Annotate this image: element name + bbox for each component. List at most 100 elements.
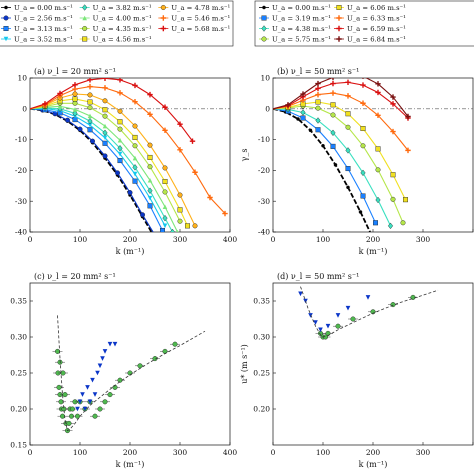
legend-label: U_a = 5.68 m.s⁻¹ <box>171 25 230 33</box>
data-point <box>77 126 83 132</box>
panel-title: (a) ν_l = 20 mm² s⁻¹ <box>34 67 116 76</box>
data-point <box>315 80 321 87</box>
data-point <box>72 91 78 97</box>
x-axis-label: k (m⁻¹) <box>359 247 388 256</box>
data-point <box>77 399 83 405</box>
data-point <box>360 126 366 132</box>
legend-entry: U_a = 3.13 m.s⁻¹ <box>1 25 73 33</box>
series-10 <box>30 78 196 144</box>
legend-label: U_a = 3.52 m.s⁻¹ <box>14 36 73 44</box>
legend-label: U_a = 2.56 m.s⁻¹ <box>14 15 73 23</box>
data-point <box>375 81 381 87</box>
data-point <box>330 102 336 108</box>
legend-entry: U_a = 6.06 m.s⁻¹ <box>334 4 406 12</box>
legend-entry: U_a = 0.00 m.s⁻¹ <box>259 4 331 12</box>
series-line <box>30 93 196 227</box>
legend-frame <box>0 0 234 47</box>
y-tick-label: -20 <box>258 166 270 175</box>
legend-marker <box>82 26 88 32</box>
data-point <box>87 113 93 119</box>
y-tick-label: -20 <box>15 166 27 175</box>
data-point <box>147 111 153 118</box>
legend-label: U_a = 4.38 m.s⁻¹ <box>272 25 331 33</box>
series-line <box>273 101 406 200</box>
data-point <box>147 154 153 160</box>
legend-marker <box>336 4 342 10</box>
data-point <box>318 327 323 333</box>
series-1 <box>298 291 371 333</box>
data-point <box>177 121 183 127</box>
legend-label: U_a = 6.59 m.s⁻¹ <box>347 25 406 33</box>
legend-label: U_a = 0.00 m.s⁻¹ <box>272 4 331 12</box>
data-point <box>360 82 366 88</box>
x-axis-label: k (m⁻¹) <box>116 460 145 469</box>
data-point <box>87 92 93 98</box>
data-point <box>358 210 363 214</box>
legend-marker <box>160 25 167 32</box>
x-tick-label: 0 <box>271 448 276 457</box>
data-point <box>107 341 113 347</box>
data-point <box>345 93 351 99</box>
data-point <box>72 100 78 106</box>
series-4 <box>273 99 409 203</box>
legend-marker <box>261 36 267 42</box>
data-point <box>315 91 321 98</box>
legend-entry: U_a = 4.00 m.s⁻¹ <box>79 15 152 23</box>
data-point <box>192 169 198 175</box>
legend-label: U_a = 3.19 m.s⁻¹ <box>272 15 331 23</box>
data-point <box>153 233 158 238</box>
legend-entry: U_a = 6.84 m.s⁻¹ <box>334 36 406 44</box>
legend-label: U_a = 0.00 m.s⁻¹ <box>14 4 73 12</box>
series-line <box>30 86 226 214</box>
data-point <box>335 323 341 329</box>
x-tick-label: 300 <box>416 235 431 244</box>
series-9 <box>30 83 228 217</box>
data-point <box>375 89 381 96</box>
data-point <box>192 223 198 229</box>
legend-marker <box>160 15 167 21</box>
y-tick-label: -10 <box>15 135 27 144</box>
panel-title: (d) ν_l = 50 mm² s⁻¹ <box>277 272 359 281</box>
legend-entry: U_a = 5.68 m.s⁻¹ <box>158 25 231 33</box>
legend-label: U_a = 3.13 m.s⁻¹ <box>14 25 73 33</box>
data-point <box>102 85 108 91</box>
data-point <box>87 78 93 83</box>
data-point <box>330 80 336 87</box>
data-point <box>147 195 153 201</box>
data-point <box>102 123 108 129</box>
data-point <box>132 143 138 149</box>
data-point <box>117 151 123 157</box>
legend-entry: U_a = 0.00 m.s⁻¹ <box>1 4 73 12</box>
data-point <box>87 117 93 125</box>
data-point <box>375 167 381 173</box>
data-point <box>147 203 153 209</box>
data-point <box>132 155 138 161</box>
data-point <box>184 223 190 229</box>
data-point <box>345 305 351 311</box>
data-point <box>330 78 336 81</box>
y-tick-label: -40 <box>258 228 270 237</box>
x-tick-label: 0 <box>271 235 276 244</box>
x-tick-label: 100 <box>316 448 331 457</box>
legend-entry: U_a = 3.82 m.s⁻¹ <box>79 4 152 12</box>
legend-label: U_a = 4.78 m.s⁻¹ <box>171 4 230 12</box>
data-point <box>172 341 178 347</box>
data-point <box>162 165 168 171</box>
data-point <box>117 90 123 96</box>
data-point <box>345 124 351 130</box>
data-point <box>102 399 108 405</box>
legend-label: U_a = 5.46 m.s⁻¹ <box>171 15 230 23</box>
series-2 <box>273 106 394 230</box>
data-point <box>296 117 300 121</box>
y-tick-label: 0.20 <box>10 405 27 414</box>
data-point <box>87 105 93 111</box>
data-point <box>330 129 336 137</box>
data-point <box>350 316 356 322</box>
legend-frame <box>254 0 474 47</box>
data-point <box>176 229 179 232</box>
data-point <box>60 413 66 419</box>
data-point <box>405 147 411 154</box>
data-point <box>72 96 78 102</box>
legend-marker <box>261 25 267 32</box>
data-point <box>325 323 331 329</box>
